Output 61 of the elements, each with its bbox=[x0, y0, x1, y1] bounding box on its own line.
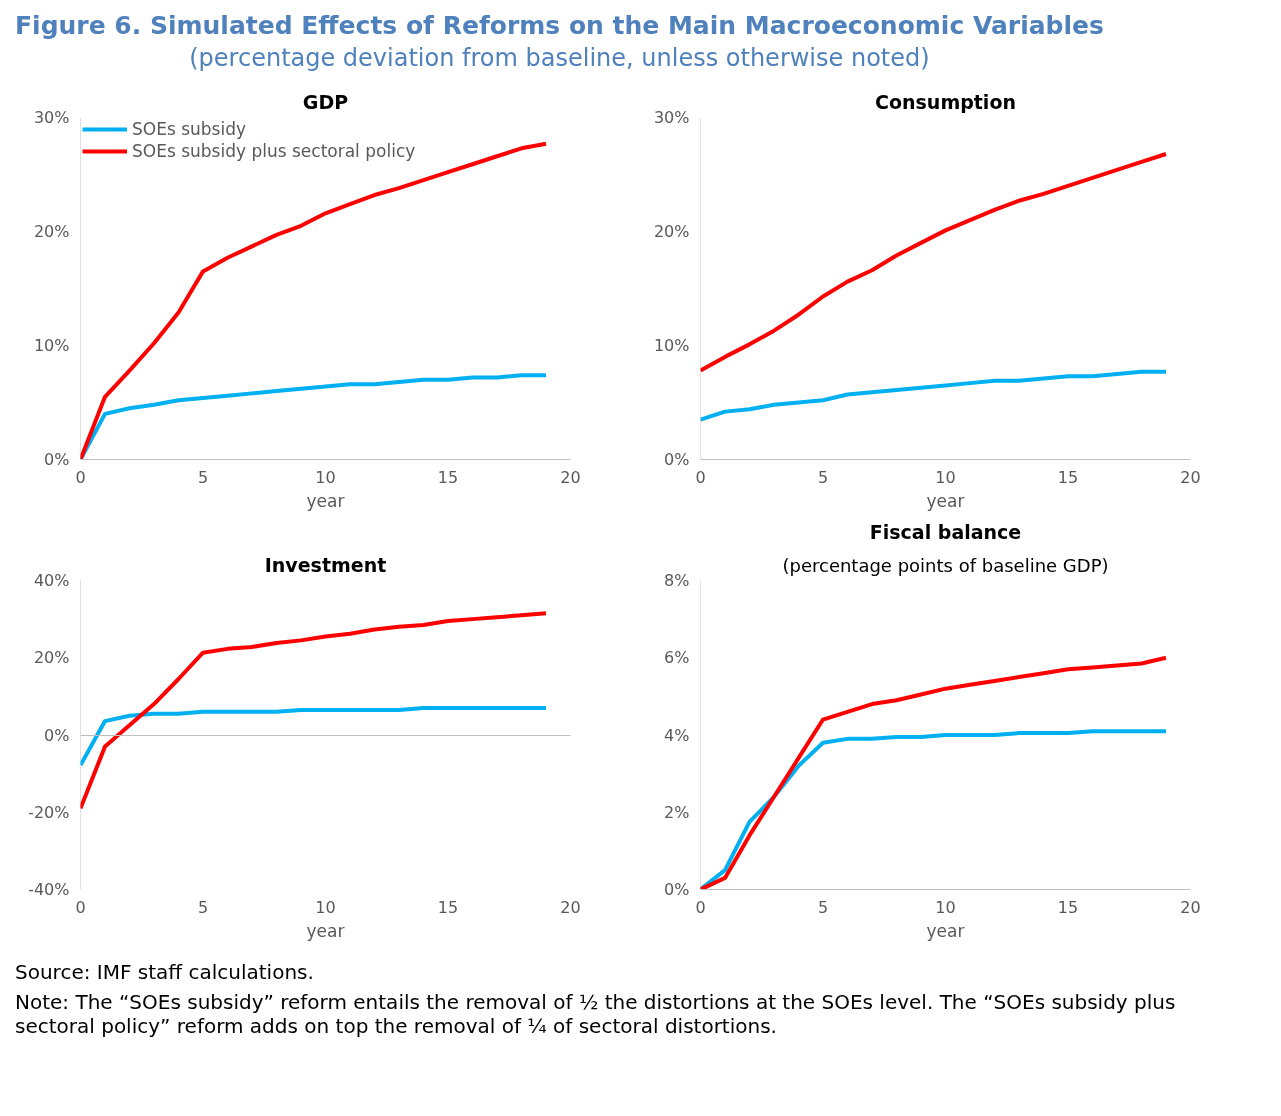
y-tick-label: -40% bbox=[28, 880, 70, 899]
y-tick-label: 10% bbox=[33, 336, 70, 355]
line-series bbox=[700, 729, 1168, 890]
text: Note: The “SOEs subsidy” reform entails the removal of ½ the distortions at the SOEs level. The “SOEs subsidy plus sectoral policy” reform adds on top the removal of ¼ of sectoral distortions. bbox=[15, 990, 1177, 1038]
x-tick-label: 15 bbox=[437, 467, 459, 487]
y-tick-label: 0% bbox=[664, 880, 690, 899]
y-tick-label: 40% bbox=[33, 571, 70, 590]
chart-title: Fiscal balance bbox=[869, 520, 1022, 543]
x-tick-label: 20 bbox=[1180, 897, 1201, 917]
y-tick-label: 0% bbox=[664, 450, 690, 469]
x-tick-label: 5 bbox=[817, 897, 829, 917]
legend-label: SOEs subsidy bbox=[132, 119, 247, 139]
y-tick-label: 0% bbox=[44, 450, 70, 469]
x-tick-label: 0 bbox=[695, 467, 706, 487]
x-axis-title: year bbox=[306, 490, 345, 511]
line-series bbox=[700, 655, 1168, 890]
x-tick-label: 20 bbox=[560, 897, 581, 917]
y-tick-label: 8% bbox=[664, 571, 690, 590]
line-series bbox=[700, 151, 1168, 373]
x-tick-label: 5 bbox=[197, 467, 209, 487]
y-tick-label: 20% bbox=[653, 222, 690, 241]
x-tick-label: 15 bbox=[1057, 467, 1079, 487]
y-tick-label: 2% bbox=[664, 802, 690, 822]
y-tick-label: 4% bbox=[664, 725, 690, 745]
chart-title: Investment bbox=[264, 553, 387, 576]
text: (percentage deviation from baseline, unless otherwise noted) bbox=[188, 44, 931, 72]
y-tick-label: 20% bbox=[33, 648, 70, 668]
x-tick-label: 10 bbox=[315, 467, 336, 487]
line-series bbox=[80, 611, 548, 811]
x-tick-label: 5 bbox=[817, 467, 829, 487]
chart-subtitle: (percentage points of baseline GDP) bbox=[782, 554, 1109, 576]
legend-label: SOEs subsidy plus sectoral policy bbox=[132, 141, 416, 161]
line-series bbox=[80, 373, 548, 460]
x-tick-label: 0 bbox=[695, 897, 706, 917]
x-axis-title: year bbox=[926, 920, 965, 941]
y-tick-label: -20% bbox=[28, 802, 70, 822]
x-tick-label: 5 bbox=[197, 897, 209, 917]
x-tick-label: 20 bbox=[1180, 467, 1201, 487]
x-tick-label: 15 bbox=[437, 897, 459, 917]
x-axis-title: year bbox=[306, 920, 345, 941]
x-tick-label: 20 bbox=[560, 467, 581, 487]
chart-title: Consumption bbox=[875, 90, 1016, 113]
y-tick-label: 6% bbox=[664, 648, 690, 668]
x-axis-title: year bbox=[926, 490, 965, 511]
y-tick-label: 30% bbox=[33, 108, 70, 127]
x-tick-label: 0 bbox=[75, 897, 86, 917]
y-tick-label: 0% bbox=[44, 725, 70, 745]
x-tick-label: 10 bbox=[935, 467, 956, 487]
line-series bbox=[80, 705, 548, 768]
source-note: Source: IMF staff calculations. bbox=[15, 960, 315, 984]
x-tick-label: 0 bbox=[75, 467, 86, 487]
y-tick-label: 20% bbox=[33, 222, 70, 241]
x-tick-label: 15 bbox=[1057, 897, 1079, 917]
y-tick-label: 10% bbox=[653, 336, 690, 355]
text: Figure 6. Simulated Effects of Reforms on the Main Macroeconomic Variables bbox=[15, 11, 1104, 40]
x-tick-label: 10 bbox=[935, 897, 956, 917]
line-series bbox=[700, 369, 1168, 422]
y-tick-label: 30% bbox=[653, 108, 690, 127]
line-series bbox=[80, 141, 548, 460]
chart-title: GDP bbox=[302, 90, 349, 113]
x-tick-label: 10 bbox=[315, 897, 336, 917]
